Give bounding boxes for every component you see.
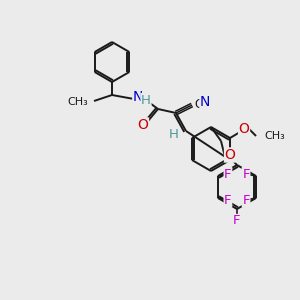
Text: O: O — [238, 122, 250, 136]
Text: CH₃: CH₃ — [67, 97, 88, 107]
Text: F: F — [242, 194, 250, 206]
Text: F: F — [233, 214, 241, 227]
Text: F: F — [242, 167, 250, 181]
Text: N: N — [200, 95, 210, 109]
Text: H: H — [169, 128, 179, 140]
Text: C: C — [194, 98, 202, 110]
Text: F: F — [224, 167, 232, 181]
Text: F: F — [224, 194, 232, 206]
Text: N: N — [133, 90, 143, 104]
Text: CH₃: CH₃ — [264, 131, 285, 141]
Text: H: H — [141, 94, 151, 106]
Text: O: O — [225, 148, 236, 162]
Text: O: O — [138, 118, 148, 132]
